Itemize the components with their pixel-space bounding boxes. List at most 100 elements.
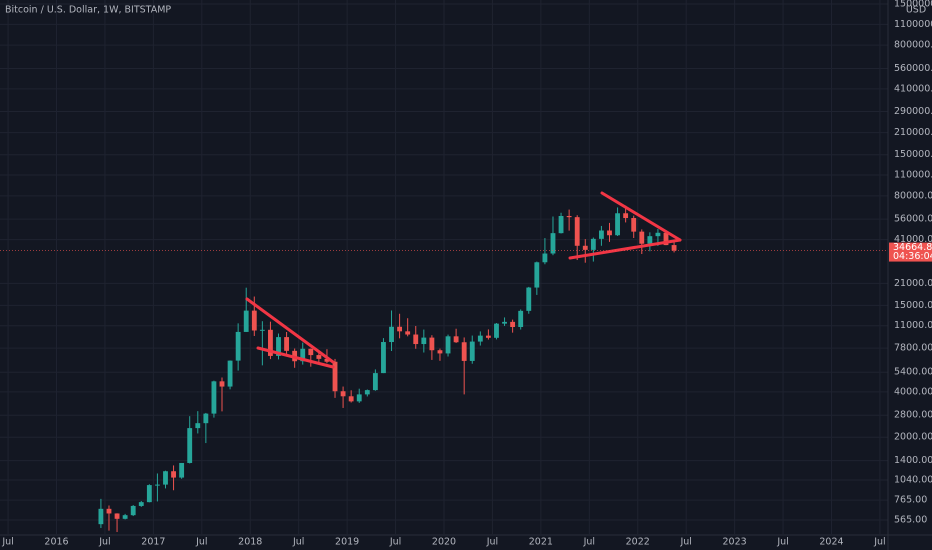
candle-body — [163, 471, 168, 485]
candle-body — [485, 335, 491, 338]
candle-body — [598, 230, 604, 239]
candle-body — [106, 508, 112, 514]
y-tick-label: 56000.00 — [894, 214, 932, 225]
candle-body — [154, 484, 160, 486]
y-tick-label: 765.00 — [894, 495, 927, 506]
trend-line — [568, 238, 682, 260]
x-tick-label: Jul — [679, 537, 691, 548]
chart-title: Bitcoin / U.S. Dollar, 1W, BITSTAMP — [5, 5, 171, 16]
candle-body — [671, 245, 677, 251]
candle-body — [187, 428, 193, 463]
y-tick-label: 560000.00 — [894, 63, 932, 74]
y-tick-label: 41000.00 — [894, 234, 932, 245]
x-tick-label: 2021 — [529, 537, 553, 548]
currency-label: USD — [906, 5, 926, 16]
candle-body — [284, 337, 290, 351]
y-tick-label: 2000.00 — [894, 432, 932, 443]
candle-body — [203, 413, 209, 424]
trend-line — [600, 191, 682, 242]
candle-body — [308, 348, 314, 356]
candle-body — [130, 505, 136, 516]
candle-body — [348, 396, 354, 402]
countdown-label: 04:36:04 — [893, 251, 932, 262]
last-price-label: 34664.86 — [893, 242, 932, 253]
candle-body — [332, 361, 338, 392]
candle-body — [590, 238, 596, 250]
candle-body — [663, 232, 669, 246]
last-price-badge — [889, 242, 932, 262]
candle-body — [542, 253, 548, 263]
candle-body — [647, 236, 653, 244]
x-tick-label: Jul — [389, 537, 401, 548]
candle-body — [469, 341, 475, 361]
candle-body — [639, 231, 645, 244]
candle-body — [421, 337, 427, 345]
trend-line — [245, 297, 335, 364]
candle-body — [558, 215, 564, 234]
candles — [98, 205, 677, 533]
candle-body — [195, 423, 201, 429]
candle-body — [453, 336, 459, 343]
x-tick-label: Jul — [98, 537, 110, 548]
candle-body — [219, 381, 225, 387]
candle-body — [510, 321, 516, 328]
candle-body — [445, 336, 451, 354]
trend-line — [256, 346, 335, 369]
y-tick-label: 565.00 — [894, 514, 927, 525]
candle-body — [655, 232, 661, 237]
x-tick-label: 2020 — [432, 537, 456, 548]
candle-body — [413, 334, 419, 345]
candle-body — [300, 348, 306, 362]
candle-body — [276, 337, 281, 356]
candle-body — [171, 471, 176, 478]
candle-body — [574, 217, 580, 246]
y-tick-label: 1400.00 — [894, 455, 932, 466]
candle-body — [526, 287, 532, 311]
candle-body — [356, 394, 362, 402]
x-tick-label: 2022 — [626, 537, 650, 548]
candle-body — [324, 358, 330, 362]
x-tick-label: Jul — [873, 537, 885, 548]
candle-body — [372, 373, 378, 391]
x-tick-label: 2018 — [238, 537, 262, 548]
candle-body — [615, 213, 620, 236]
y-tick-label: 21000.00 — [894, 278, 932, 289]
trend-lines — [245, 191, 682, 369]
candle-body — [477, 335, 483, 342]
candle-body — [340, 391, 346, 397]
candle-body — [211, 381, 217, 414]
candle-body — [582, 245, 588, 250]
candle-body — [259, 329, 265, 331]
x-tick-label: Jul — [195, 537, 207, 548]
candle-body — [461, 342, 467, 361]
candle-body — [518, 310, 524, 328]
candle-body — [437, 350, 443, 354]
x-tick-label: 2024 — [819, 537, 843, 548]
y-tick-label: 1100000.00 — [894, 19, 932, 30]
y-tick-label: 210000.00 — [894, 127, 932, 138]
candle-body — [550, 233, 556, 254]
x-tick-label: 2017 — [141, 537, 165, 548]
candle-body — [146, 485, 152, 503]
y-tick-label: 5400.00 — [894, 367, 932, 378]
candle-body — [251, 310, 257, 331]
candle-body — [405, 331, 411, 335]
x-tick-label: 2019 — [335, 537, 359, 548]
candle-body — [429, 337, 435, 351]
candle-body — [227, 360, 233, 387]
x-tick-label: Jul — [292, 537, 304, 548]
candle-body — [122, 515, 128, 519]
candle-body — [268, 329, 273, 356]
candle-body — [389, 326, 394, 343]
candle-body — [534, 262, 540, 288]
candle-body — [235, 331, 241, 361]
x-tick-label: 2016 — [44, 537, 68, 548]
candle-body — [397, 326, 403, 332]
candle-body — [607, 230, 612, 236]
y-tick-label: 80000.00 — [894, 190, 932, 201]
x-tick-label: Jul — [486, 537, 498, 548]
candle-body — [98, 508, 104, 525]
